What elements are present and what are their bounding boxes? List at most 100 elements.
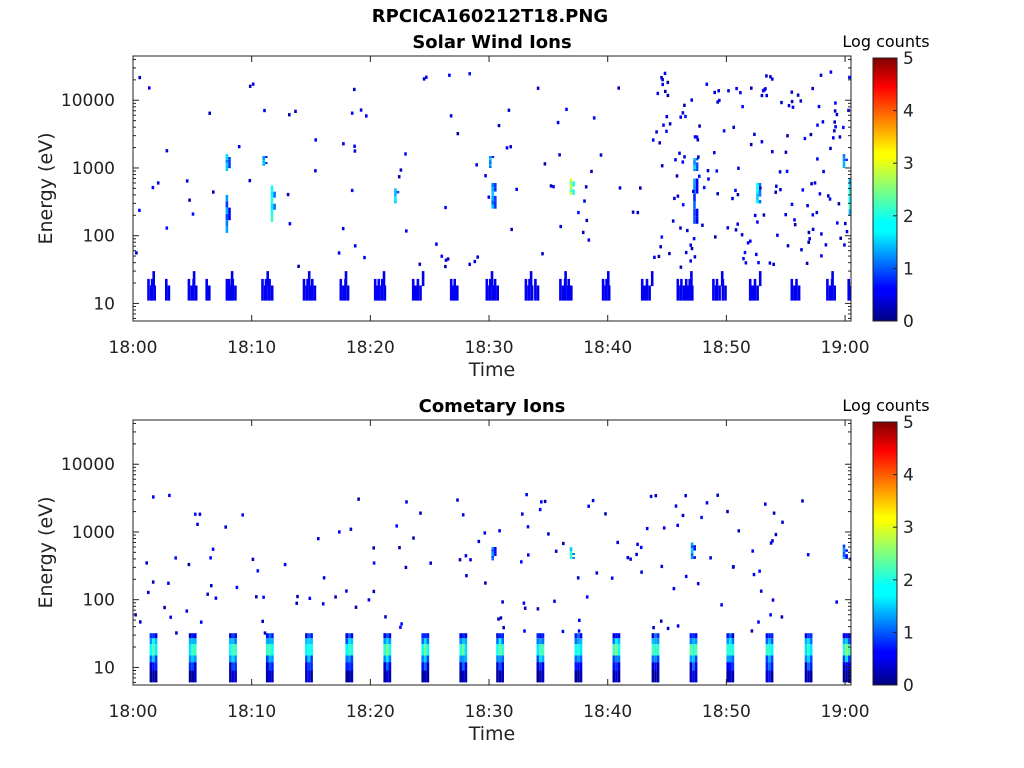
data-cell <box>772 262 775 266</box>
data-cell <box>833 129 836 133</box>
data-cell <box>563 278 567 301</box>
data-cell <box>809 132 813 137</box>
data-cell <box>496 644 499 656</box>
data-cell <box>758 569 761 573</box>
data-cell <box>726 655 729 663</box>
data-cell <box>225 165 229 169</box>
data-cell <box>661 82 664 87</box>
data-cell <box>234 662 237 671</box>
data-cell <box>541 252 544 256</box>
data-cell <box>349 527 353 531</box>
colorbar-label: Log counts <box>842 32 929 51</box>
data-cell <box>726 509 729 514</box>
data-cell <box>739 91 742 95</box>
data-cell <box>307 271 311 287</box>
data-cell <box>655 130 658 134</box>
data-cell <box>489 160 492 162</box>
data-cell <box>558 153 561 157</box>
data-cell <box>831 271 834 287</box>
data-cell <box>684 114 687 119</box>
data-cell <box>491 555 494 559</box>
data-cell <box>191 212 195 216</box>
data-cell <box>726 644 729 656</box>
data-cell <box>444 264 447 269</box>
data-cell <box>388 670 392 683</box>
data-cell <box>288 222 292 226</box>
data-cell <box>715 169 719 173</box>
data-cell <box>383 644 386 656</box>
data-cell <box>845 633 848 639</box>
data-cell <box>651 655 655 663</box>
data-cell <box>305 633 308 639</box>
data-cell <box>462 638 465 645</box>
data-cell <box>491 183 494 188</box>
data-cell <box>539 662 542 671</box>
data-cell <box>188 644 192 656</box>
data-cell <box>834 101 837 105</box>
data-cell <box>833 120 836 124</box>
data-cell <box>695 158 699 161</box>
data-cell <box>574 638 578 645</box>
data-cell <box>731 662 735 671</box>
data-cell <box>842 158 846 161</box>
data-cell <box>496 655 499 663</box>
data-cell <box>790 90 794 94</box>
data-cell <box>524 278 528 301</box>
data-cell <box>681 160 685 164</box>
data-cell <box>484 581 487 585</box>
data-cell <box>496 633 499 639</box>
data-cell <box>618 186 622 190</box>
data-cell <box>496 638 499 645</box>
data-cell <box>398 546 401 550</box>
data-cell <box>539 655 542 663</box>
data-cell <box>342 285 345 301</box>
data-cell <box>491 285 495 301</box>
x-tick-label: 19:00 <box>821 338 870 358</box>
data-cell <box>729 644 732 656</box>
data-cell <box>578 618 581 622</box>
data-cell <box>695 216 699 224</box>
data-cell <box>494 195 497 201</box>
data-cell <box>807 662 810 671</box>
data-cell <box>775 184 778 188</box>
data-cell <box>815 210 819 215</box>
data-cell <box>617 638 621 645</box>
data-cell <box>458 558 462 562</box>
data-cell <box>169 615 172 619</box>
data-cell <box>833 109 837 113</box>
data-cell <box>538 507 542 512</box>
data-cell <box>676 278 680 301</box>
data-cell <box>192 278 195 301</box>
data-cell <box>726 662 729 671</box>
data-cell <box>692 670 695 683</box>
data-cell <box>262 162 265 165</box>
data-cell <box>731 670 735 683</box>
data-cell <box>759 589 763 593</box>
data-cell <box>809 655 813 663</box>
x-tick-label: 18:40 <box>583 338 632 358</box>
data-cell <box>424 638 427 645</box>
data-cell <box>842 549 846 552</box>
data-cell <box>152 644 155 656</box>
data-cell <box>665 115 669 119</box>
data-cell <box>225 154 229 157</box>
data-cell <box>756 189 759 194</box>
data-cell <box>692 662 695 671</box>
data-cell <box>469 558 472 562</box>
data-cell <box>229 638 232 645</box>
data-cell <box>726 633 729 639</box>
data-cell <box>758 271 762 287</box>
data-cell <box>497 617 500 621</box>
data-cell <box>499 616 503 620</box>
data-cell <box>156 181 160 185</box>
data-cell <box>709 556 712 560</box>
data-cell <box>383 670 386 683</box>
data-cell <box>579 662 583 671</box>
data-cell <box>675 174 679 178</box>
data-cell <box>498 662 502 671</box>
data-cell <box>599 153 603 157</box>
data-cell <box>206 592 209 596</box>
data-cell <box>154 633 158 639</box>
data-cell <box>666 626 670 631</box>
